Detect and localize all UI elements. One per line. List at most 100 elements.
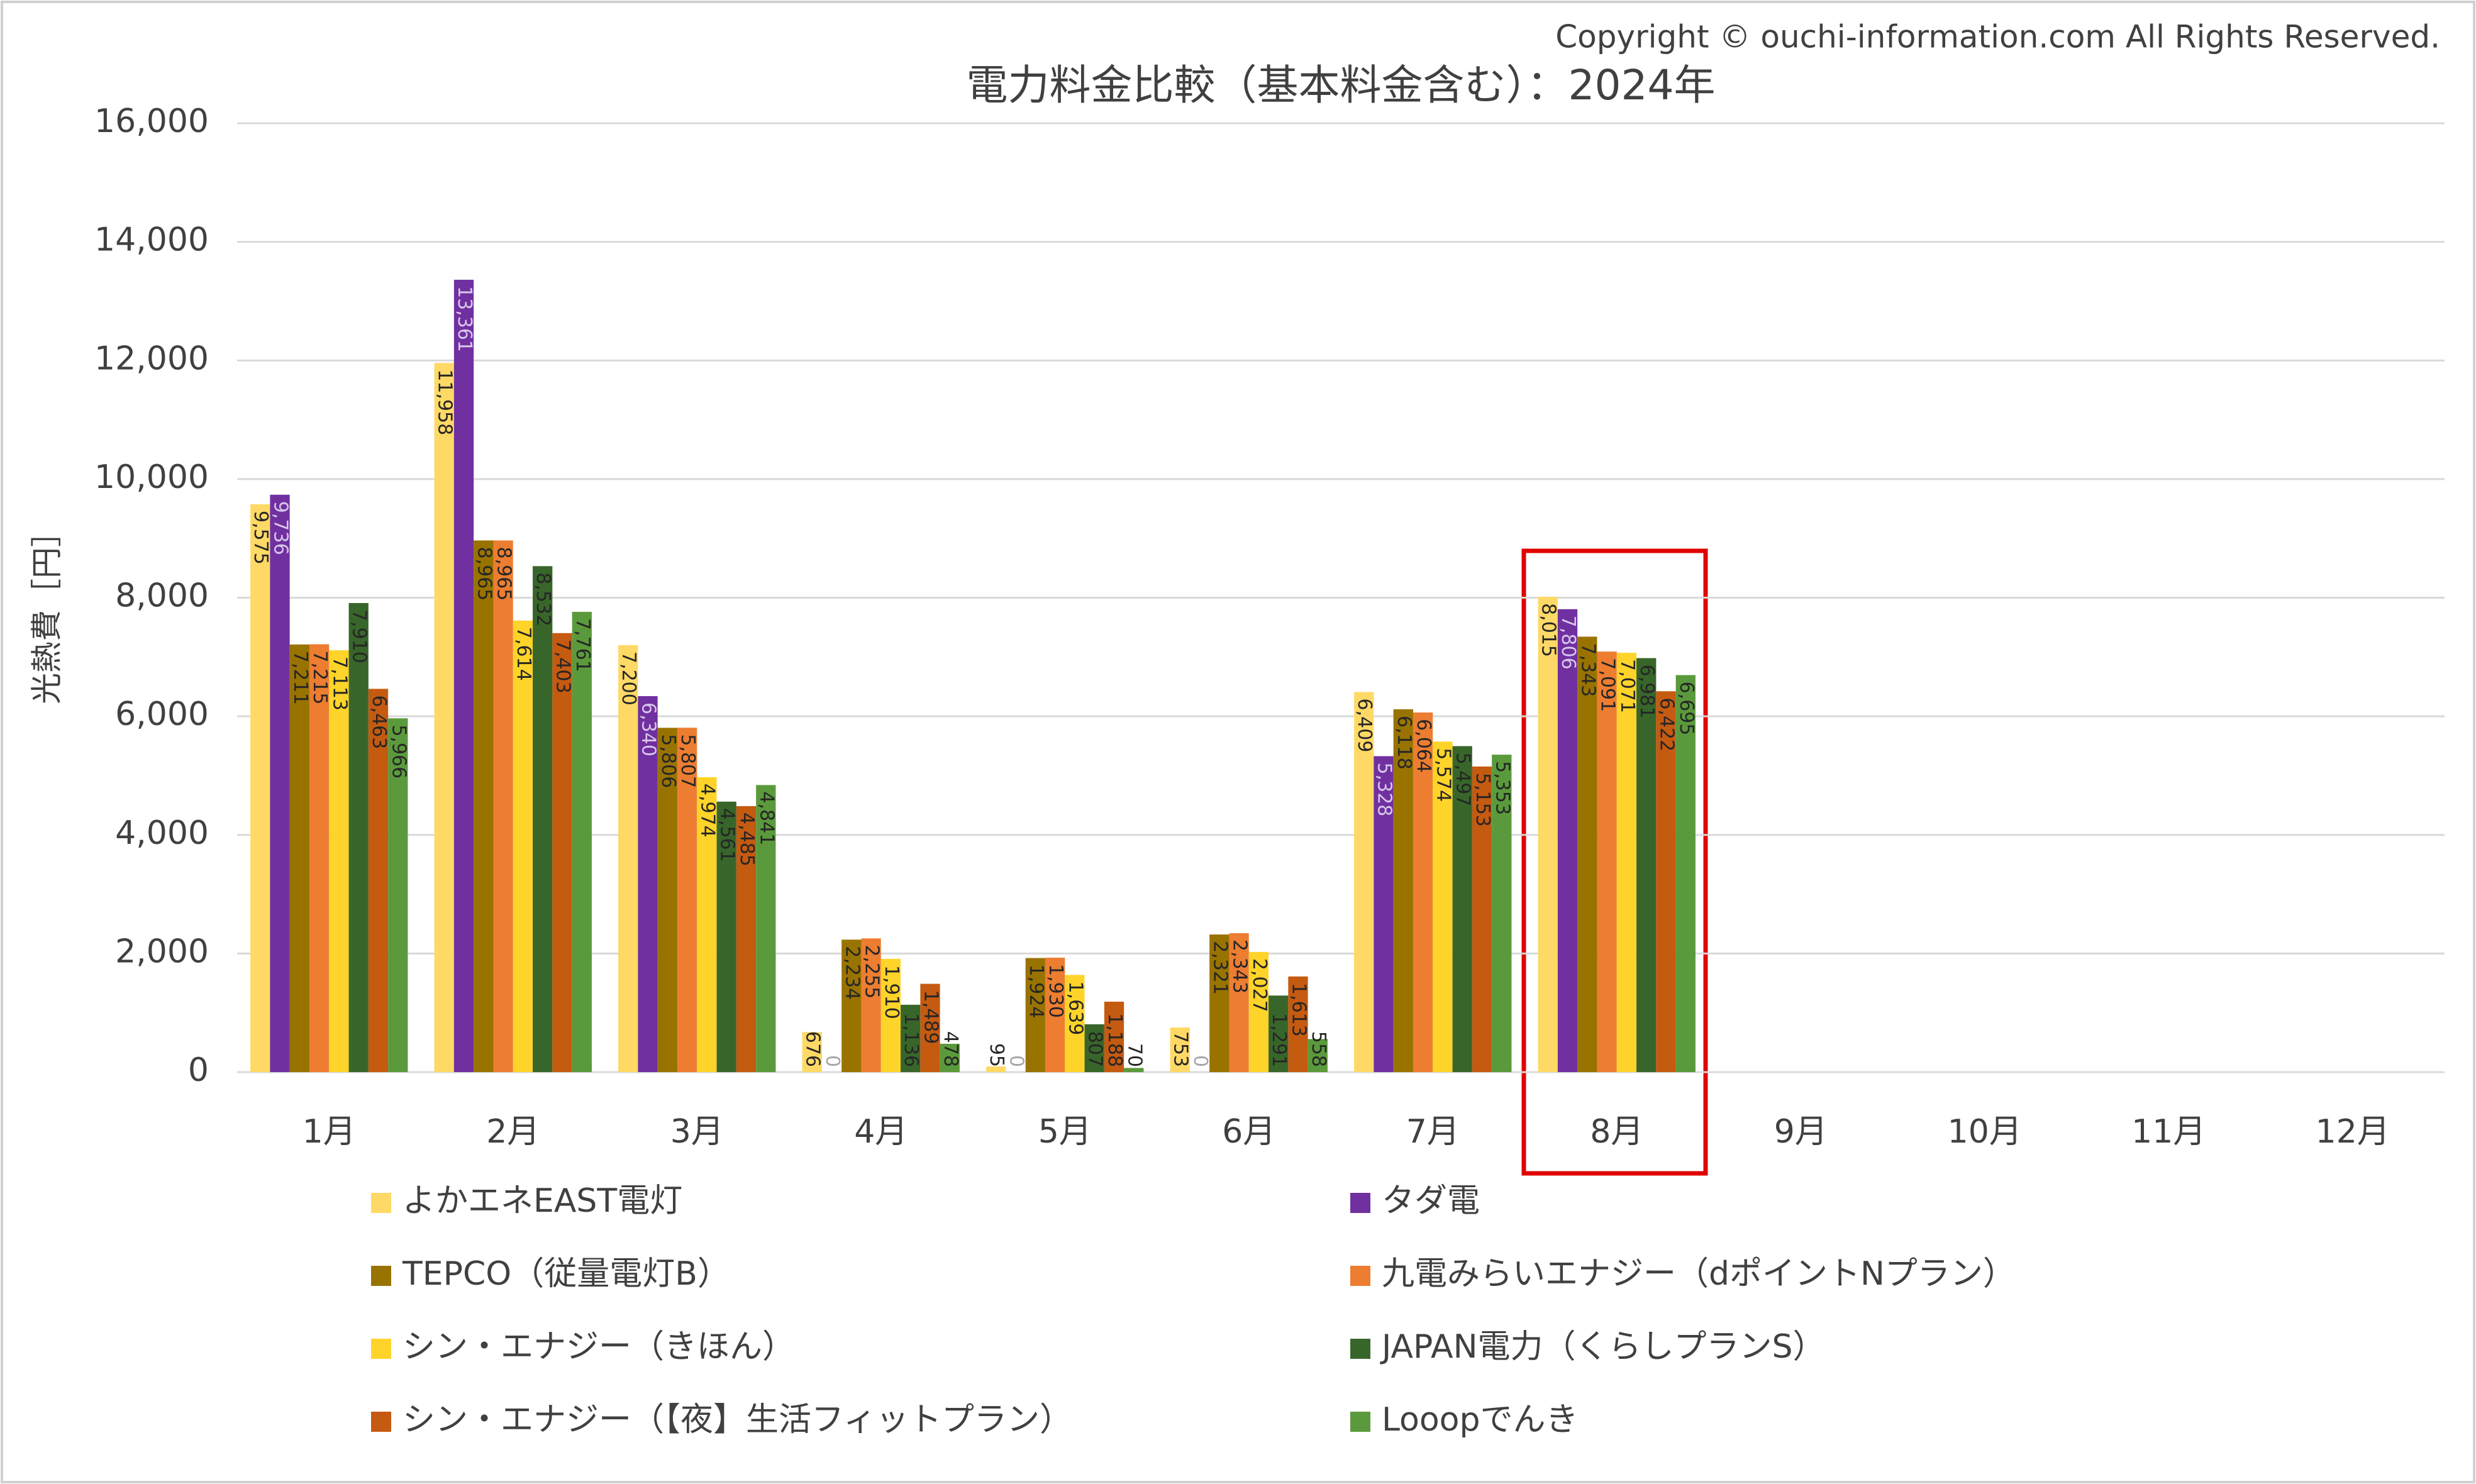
x-tick-label: 7月: [1406, 1113, 1460, 1151]
data-label: 9,736: [270, 501, 292, 555]
data-label: 0: [1189, 1055, 1211, 1067]
bar: [1656, 691, 1676, 1072]
bar: [1675, 675, 1696, 1072]
bar: [901, 1004, 921, 1072]
bar: [802, 1032, 822, 1072]
data-label: 7,403: [552, 640, 574, 694]
bar: [1124, 1068, 1144, 1072]
y-tick-label: 12,000: [94, 340, 209, 377]
bar: [513, 620, 533, 1072]
y-tick-label: 8,000: [115, 577, 209, 615]
bar: [716, 801, 736, 1072]
y-axis-label: 光熱費［円］: [29, 516, 65, 704]
bar: [250, 504, 270, 1072]
bar: [1084, 1024, 1104, 1072]
legend-label: タダ電: [1382, 1182, 1480, 1220]
data-label: 2,321: [1209, 941, 1231, 995]
data-label: 7,211: [289, 651, 311, 705]
bar: [1248, 951, 1269, 1072]
bar: [638, 696, 658, 1072]
bar: [880, 958, 901, 1072]
bar: [289, 644, 309, 1072]
data-label: 1,188: [1104, 1013, 1126, 1067]
legend-swatch: [1350, 1412, 1370, 1432]
y-tick-label: 4,000: [115, 814, 209, 852]
data-label: 2,343: [1229, 939, 1251, 994]
data-label: 0: [1006, 1055, 1028, 1067]
bar: [474, 540, 494, 1072]
x-tick-label: 11月: [2131, 1113, 2206, 1151]
bar: [657, 728, 677, 1072]
bar: [1472, 767, 1492, 1072]
x-tick-label: 9月: [1774, 1113, 1828, 1151]
data-label: 95: [985, 1043, 1008, 1067]
data-label: 7,113: [328, 656, 350, 711]
legend-swatch: [371, 1339, 391, 1359]
data-label: 70: [1123, 1043, 1145, 1067]
bar: [861, 938, 881, 1072]
data-label: 676: [802, 1031, 824, 1067]
data-label: 7,200: [618, 651, 640, 706]
x-tick-label: 3月: [670, 1113, 724, 1151]
data-label: 8,015: [1538, 603, 1560, 657]
bar: [618, 645, 638, 1072]
y-tick-label: 16,000: [94, 102, 209, 140]
bar: [756, 785, 776, 1072]
data-label: 5,807: [677, 734, 699, 788]
data-label: 8,965: [493, 546, 515, 601]
data-label: 4,561: [716, 808, 738, 862]
data-label: 5,153: [1472, 773, 1494, 827]
bar: [1025, 958, 1045, 1072]
y-tick-label: 10,000: [94, 458, 209, 496]
data-label: 6,340: [638, 702, 660, 756]
data-label: 7,806: [1557, 616, 1579, 670]
legend-label: 九電みらいエナジー（dポイントNプラン）: [1382, 1255, 2016, 1293]
bar: [677, 728, 697, 1072]
highlight-box: [1521, 548, 1708, 1176]
legend-swatch: [371, 1412, 391, 1432]
data-label: 9,575: [250, 511, 272, 565]
data-label: 4,974: [696, 784, 718, 838]
data-label: 7,343: [1577, 643, 1599, 697]
data-label: 7,215: [309, 651, 331, 705]
data-label: 6,409: [1353, 699, 1375, 753]
data-label: 7,091: [1597, 658, 1619, 712]
legend-label: TEPCO（従量電灯B）: [402, 1255, 730, 1293]
data-label: 5,966: [387, 724, 409, 778]
bar: [841, 939, 862, 1072]
chart-title: 電力料金比較（基本料金含む）：2024年: [967, 61, 1716, 109]
data-label: 5,328: [1374, 763, 1396, 817]
legend-swatch: [1350, 1193, 1370, 1213]
bar: [453, 279, 474, 1073]
bar: [434, 363, 454, 1072]
bar: [368, 689, 389, 1072]
bar: [270, 494, 290, 1072]
data-label: 7,614: [513, 627, 535, 681]
legend-label: JAPAN電力（くらしプランS）: [1380, 1328, 1826, 1366]
data-label: 6,463: [368, 695, 390, 749]
legend-label: シン・エナジー（きほん）: [402, 1328, 795, 1366]
bar: [1393, 709, 1413, 1072]
legend-label: シン・エナジー（【夜】生活フィットプラン）: [402, 1401, 1072, 1439]
data-label: 8,532: [532, 572, 554, 626]
data-label: 6,118: [1393, 716, 1415, 770]
bar: [940, 1043, 960, 1072]
x-tick-label: 8月: [1590, 1113, 1643, 1151]
data-label: 13,361: [453, 286, 475, 352]
bar: [1374, 756, 1394, 1072]
bar: [1538, 597, 1558, 1072]
bar: [1636, 658, 1657, 1072]
data-label: 5,806: [657, 734, 679, 788]
data-label: 8,965: [473, 546, 495, 601]
data-label: 6,695: [1675, 682, 1697, 736]
data-label: 478: [940, 1031, 962, 1067]
bar: [1170, 1027, 1190, 1072]
bar: [1104, 1001, 1124, 1072]
x-tick-label: 4月: [854, 1113, 908, 1151]
data-label: 7,071: [1616, 659, 1638, 713]
bar: [348, 602, 369, 1072]
bar: [552, 633, 572, 1072]
data-label: 6,422: [1655, 697, 1677, 751]
bar: [736, 806, 757, 1072]
